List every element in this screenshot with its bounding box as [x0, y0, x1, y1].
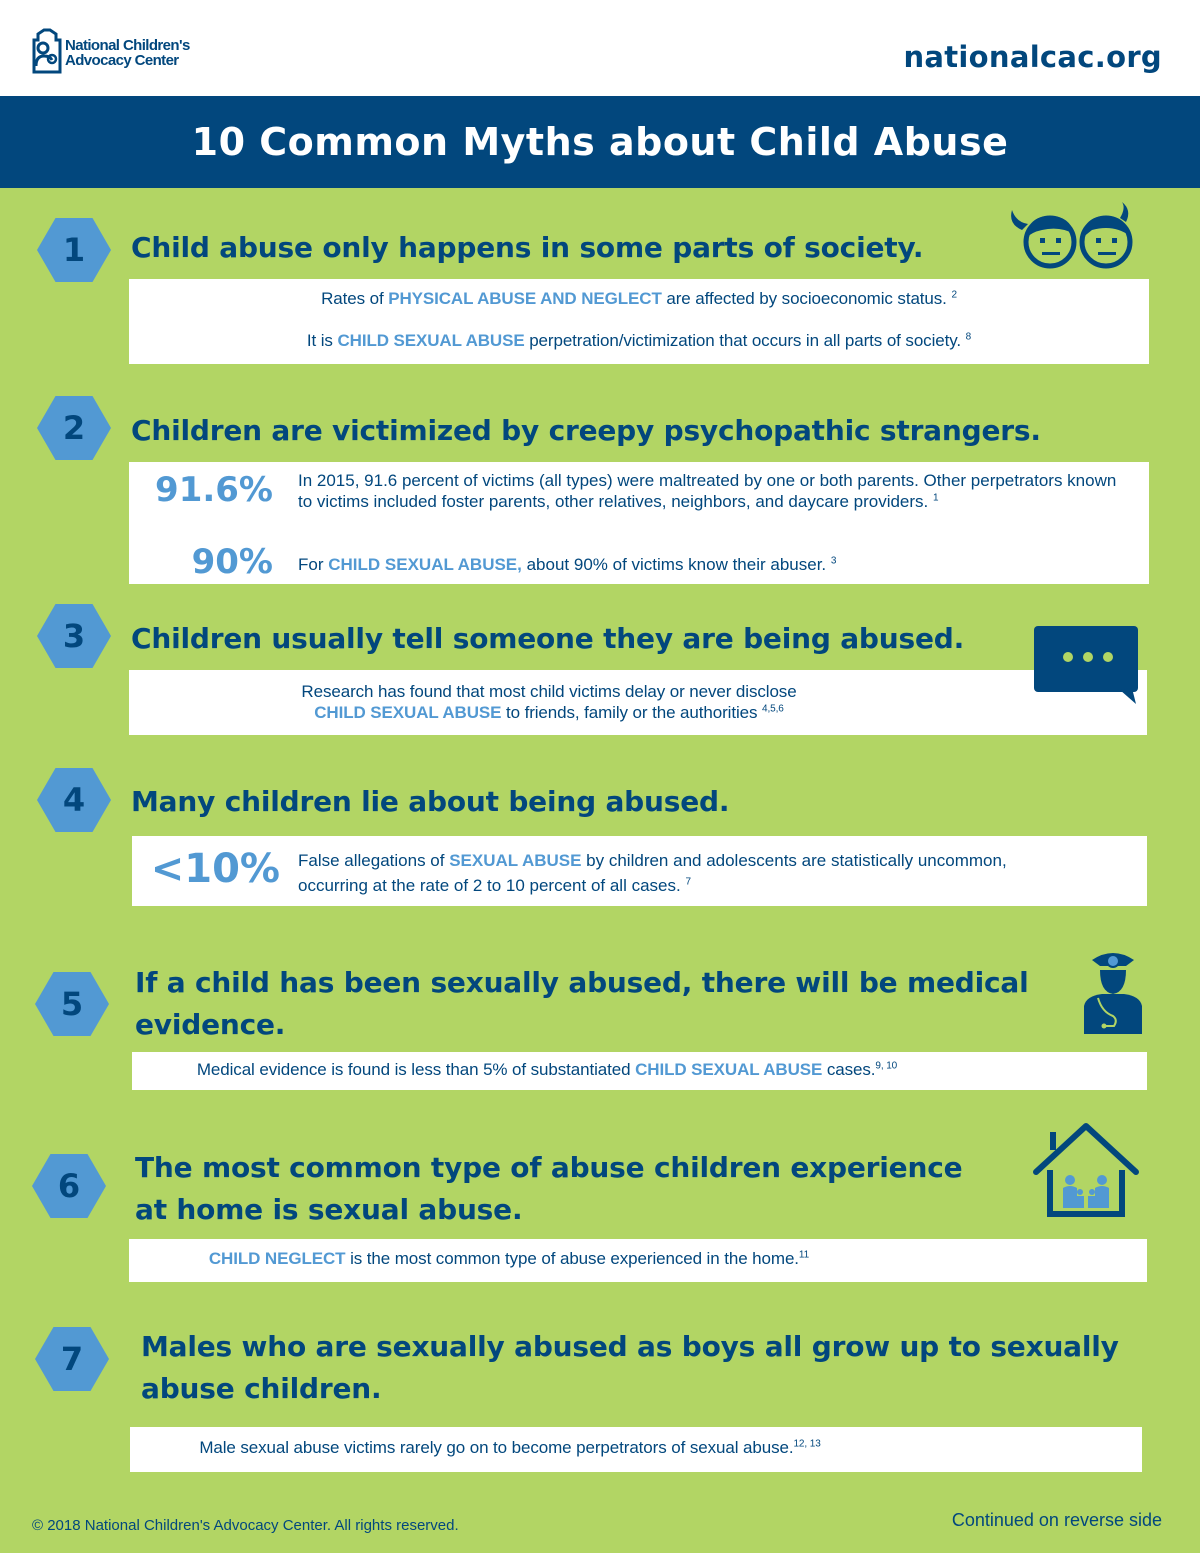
highlight-term: SEXUAL ABUSE	[449, 851, 582, 870]
fact-line: CHILD NEGLECT is the most common type of…	[208, 1249, 810, 1268]
citation: 3	[830, 555, 837, 567]
highlight-term: CHILD SEXUAL ABUSE	[337, 331, 525, 350]
fact-line: Medical evidence is found is less than 5…	[196, 1060, 898, 1079]
myth-number-badge: 7	[35, 1327, 109, 1391]
two-children-faces-icon	[1002, 200, 1142, 272]
myth-title: If a child has been sexually abused, the…	[135, 966, 1029, 1041]
fact-box: Rates of PHYSICAL ABUSE AND NEGLECT are …	[129, 279, 1149, 364]
myth-number-badge: 6	[32, 1154, 106, 1218]
fact-box: Research has found that most child victi…	[129, 670, 1147, 735]
logo-line-2: Advocacy Center	[65, 52, 179, 69]
speech-bubble-icon	[1032, 624, 1142, 704]
fact-line: Male sexual abuse victims rarely go on t…	[199, 1438, 821, 1457]
fact-box: 91.6% In 2015, 91.6 percent of victims (…	[129, 462, 1149, 584]
myth-title: Children usually tell someone they are b…	[131, 622, 965, 655]
myth-number-badge: 5	[35, 972, 109, 1036]
citation: 4,5,6	[762, 703, 784, 715]
fact-line: Research has found that most child victi…	[301, 682, 797, 722]
house-family-icon	[1030, 1118, 1142, 1218]
myth-title: Many children lie about being abused.	[131, 785, 730, 818]
page-title: 10 Common Myths about Child Abuse	[191, 120, 1009, 164]
fact-line: Rates of PHYSICAL ABUSE AND NEGLECT are …	[321, 289, 957, 308]
stat-value: 90%	[191, 542, 273, 582]
citation: 1	[933, 492, 939, 504]
stat-description: In 2015, 91.6 percent of victims (all ty…	[298, 471, 1117, 511]
fact-box: <10% False allegations of SEXUAL ABUSE b…	[132, 836, 1147, 906]
highlight-term: CHILD SEXUAL ABUSE,	[328, 555, 522, 574]
stat-description: For CHILD SEXUAL ABUSE, about 90% of vic…	[298, 555, 837, 574]
myth-number-badge: 2	[37, 396, 111, 460]
myth-title: Children are victimized by creepy psycho…	[131, 414, 1041, 447]
highlight-term: CHILD SEXUAL ABUSE	[635, 1060, 823, 1079]
doctor-icon	[1080, 946, 1146, 1034]
top-header: National Children's Advocacy Center nati…	[0, 0, 1200, 96]
myth-title: Child abuse only happens in some parts o…	[131, 231, 924, 264]
myth-title: The most common type of abuse children e…	[135, 1151, 963, 1226]
fact-box: Male sexual abuse victims rarely go on t…	[130, 1427, 1142, 1472]
fact-line: It is CHILD SEXUAL ABUSE perpetration/vi…	[306, 331, 972, 350]
citation: 8	[965, 331, 972, 343]
myth-title: Males who are sexually abused as boys al…	[141, 1330, 1119, 1405]
site-url-link[interactable]: nationalcac.org	[903, 40, 1162, 74]
ncac-logo-icon	[32, 28, 62, 74]
fact-box: CHILD NEGLECT is the most common type of…	[129, 1239, 1147, 1282]
myth-number-badge: 1	[37, 218, 111, 282]
highlight-term: PHYSICAL ABUSE AND NEGLECT	[388, 289, 662, 308]
copyright-notice: © 2018 National Children's Advocacy Cent…	[32, 1517, 459, 1534]
stat-value: <10%	[150, 846, 280, 892]
highlight-term: CHILD NEGLECT	[208, 1249, 346, 1268]
stat-value: 91.6%	[155, 470, 273, 510]
stat-description: False allegations of SEXUAL ABUSE by chi…	[298, 851, 1007, 895]
fact-box: Medical evidence is found is less than 5…	[132, 1052, 1147, 1090]
citation: 11	[798, 1249, 810, 1261]
title-banner: 10 Common Myths about Child Abuse	[0, 96, 1200, 188]
highlight-term: CHILD SEXUAL ABUSE	[314, 703, 502, 722]
continued-note: Continued on reverse side	[951, 1510, 1162, 1530]
citation: 7	[685, 876, 692, 888]
citation: 12, 13	[793, 1438, 821, 1450]
ncac-logo[interactable]: National Children's Advocacy Center	[30, 26, 190, 76]
myth-number-badge: 4	[37, 768, 111, 832]
logo-line-1: National Children's	[65, 37, 190, 54]
citation: 9, 10	[875, 1060, 898, 1072]
citation: 2	[951, 289, 957, 301]
myth-number-badge: 3	[37, 604, 111, 668]
